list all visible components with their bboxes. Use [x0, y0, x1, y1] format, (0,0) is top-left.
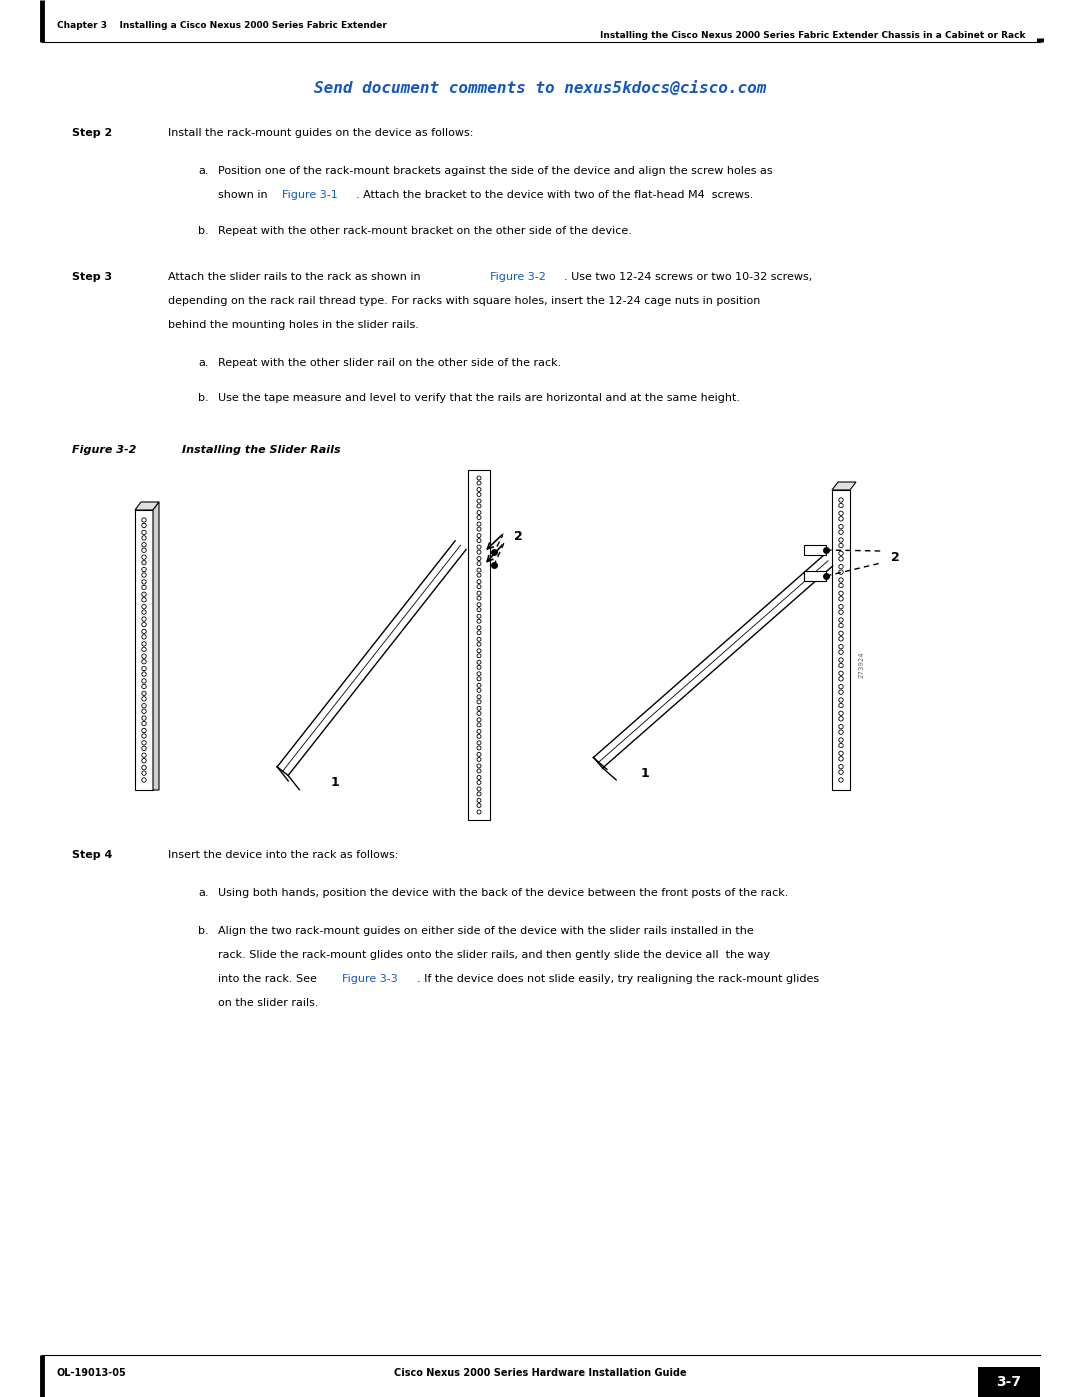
Text: 1: 1	[330, 777, 339, 789]
Bar	[832, 490, 850, 789]
Text: Position one of the rack-mount brackets against the side of the device and align: Position one of the rack-mount brackets …	[218, 166, 772, 176]
Text: a.: a.	[198, 166, 208, 176]
Circle shape	[881, 543, 909, 571]
Circle shape	[631, 759, 659, 787]
Text: a.: a.	[198, 888, 208, 898]
Text: a.: a.	[198, 358, 208, 367]
Text: OL-19013-05: OL-19013-05	[57, 1368, 126, 1377]
Circle shape	[504, 522, 532, 550]
Text: b.: b.	[198, 393, 208, 402]
Text: 2: 2	[891, 550, 900, 563]
Bar	[135, 510, 153, 789]
Polygon shape	[135, 502, 159, 510]
Text: shown in: shown in	[218, 190, 271, 200]
Text: Install the rack-mount guides on the device as follows:: Install the rack-mount guides on the dev…	[168, 129, 473, 138]
Bar	[468, 469, 490, 820]
Text: . If the device does not slide easily, try realigning the rack-mount glides: . If the device does not slide easily, t…	[417, 974, 819, 983]
Text: rack. Slide the rack-mount glides onto the slider rails, and then gently slide t: rack. Slide the rack-mount glides onto t…	[218, 950, 770, 960]
Text: 2: 2	[514, 531, 523, 543]
Text: Step 4: Step 4	[72, 849, 112, 861]
Text: Chapter 3    Installing a Cisco Nexus 2000 Series Fabric Extender: Chapter 3 Installing a Cisco Nexus 2000 …	[57, 21, 387, 29]
Text: Align the two rack-mount guides on either side of the device with the slider rai: Align the two rack-mount guides on eithe…	[218, 926, 754, 936]
Text: Installing the Cisco Nexus 2000 Series Fabric Extender Chassis in a Cabinet or R: Installing the Cisco Nexus 2000 Series F…	[599, 31, 1025, 39]
Text: Figure 3-2: Figure 3-2	[72, 446, 136, 455]
Text: Repeat with the other rack-mount bracket on the other side of the device.: Repeat with the other rack-mount bracket…	[218, 226, 632, 236]
Bar	[978, 1368, 1040, 1397]
Text: Figure 3-1: Figure 3-1	[282, 190, 337, 200]
Polygon shape	[153, 502, 159, 789]
Circle shape	[321, 768, 349, 798]
Text: . Use two 12-24 screws or two 10-32 screws,: . Use two 12-24 screws or two 10-32 scre…	[564, 272, 812, 282]
Text: Send document comments to nexus5kdocs@cisco.com: Send document comments to nexus5kdocs@ci…	[314, 81, 766, 95]
Text: Installing the Slider Rails: Installing the Slider Rails	[183, 446, 340, 455]
Text: b.: b.	[198, 926, 208, 936]
Text: on the slider rails.: on the slider rails.	[218, 997, 319, 1009]
Text: Insert the device into the rack as follows:: Insert the device into the rack as follo…	[168, 849, 399, 861]
Bar	[804, 545, 826, 555]
Text: Use the tape measure and level to verify that the rails are horizontal and at th: Use the tape measure and level to verify…	[218, 393, 740, 402]
Polygon shape	[832, 482, 856, 490]
Text: 1: 1	[640, 767, 649, 780]
Text: Step 2: Step 2	[72, 129, 112, 138]
Text: 3-7: 3-7	[997, 1375, 1022, 1389]
Text: into the rack. See: into the rack. See	[218, 974, 321, 983]
Text: behind the mounting holes in the slider rails.: behind the mounting holes in the slider …	[168, 320, 419, 330]
Text: Cisco Nexus 2000 Series Hardware Installation Guide: Cisco Nexus 2000 Series Hardware Install…	[394, 1368, 686, 1377]
Text: . Attach the bracket to the device with two of the flat-head M4  screws.: . Attach the bracket to the device with …	[355, 190, 753, 200]
Text: Figure 3-2: Figure 3-2	[490, 272, 545, 282]
Text: Attach the slider rails to the rack as shown in: Attach the slider rails to the rack as s…	[168, 272, 424, 282]
Text: Using both hands, position the device with the back of the device between the fr: Using both hands, position the device wi…	[218, 888, 788, 898]
Text: depending on the rack rail thread type. For racks with square holes, insert the : depending on the rack rail thread type. …	[168, 296, 760, 306]
Text: Step 3: Step 3	[72, 272, 112, 282]
Text: Repeat with the other slider rail on the other side of the rack.: Repeat with the other slider rail on the…	[218, 358, 562, 367]
Text: 273924: 273924	[859, 651, 865, 679]
Bar	[804, 571, 826, 581]
Text: Figure 3-3: Figure 3-3	[342, 974, 397, 983]
Text: b.: b.	[198, 226, 208, 236]
